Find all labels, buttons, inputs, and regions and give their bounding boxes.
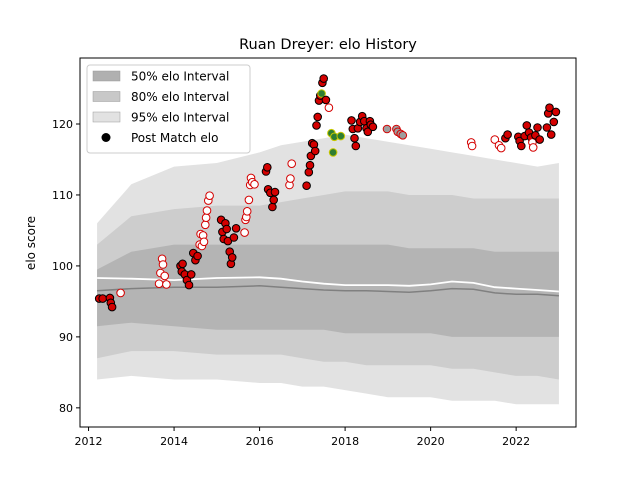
mean-elo-line — [97, 276, 559, 293]
post-match-elo-point — [549, 117, 559, 127]
post-match-elo-point — [347, 116, 356, 125]
post-match-elo-point — [368, 122, 378, 132]
post-match-elo-point — [503, 130, 512, 139]
post-match-elo-point — [205, 191, 214, 200]
post-match-elo-point — [351, 141, 361, 151]
post-match-elo-point — [116, 288, 125, 298]
post-match-elo-point — [107, 302, 117, 312]
post-match-elo-point — [244, 195, 254, 205]
post-match-elo-point — [467, 141, 477, 151]
post-match-elo-point — [201, 213, 211, 222]
post-match-elo-point — [313, 112, 323, 122]
post-match-elo-point — [305, 160, 315, 170]
y-tick-label: 90 — [59, 331, 73, 344]
post-match-elo-point — [324, 103, 334, 112]
post-match-elo-point — [154, 279, 164, 289]
post-match-elo-point — [363, 127, 373, 137]
post-match-elo-point — [158, 260, 168, 269]
post-match-elo-point — [193, 251, 202, 261]
post-match-elo-point — [350, 133, 359, 143]
post-match-elo-point — [201, 220, 210, 230]
legend-label: 80% elo Interval — [131, 90, 229, 104]
legend-label: 95% elo Interval — [131, 111, 229, 125]
post-match-elo-point — [227, 253, 237, 262]
axes-frame — [79, 57, 577, 428]
post-match-elo-point — [242, 207, 252, 216]
post-match-elo-point — [186, 270, 196, 279]
x-tick-label: 2014 — [160, 435, 188, 448]
post-match-elo-point — [517, 141, 526, 151]
y-tick-label: 100 — [52, 260, 73, 273]
post-match-elo-point — [222, 224, 231, 234]
post-match-elo-point — [398, 131, 408, 140]
legend-label: Post Match elo — [131, 131, 218, 145]
post-match-elo-point — [286, 174, 295, 183]
legend-swatch — [92, 91, 121, 102]
post-match-elo-point — [229, 233, 239, 242]
x-tick-label: 2020 — [417, 435, 445, 448]
post-match-elo-point — [202, 206, 212, 215]
post-match-elo-point — [317, 89, 326, 98]
x-tick-label: 2022 — [502, 435, 530, 448]
legend-swatch — [92, 111, 121, 123]
post-match-elo-point — [98, 294, 107, 303]
post-match-elo-point — [162, 280, 171, 289]
post-match-elo-point — [268, 202, 277, 212]
post-match-elo-point — [310, 146, 320, 156]
legend: 50% elo Interval 80% elo Interval 95% elo … — [86, 64, 251, 154]
post-match-elo-point — [250, 180, 259, 189]
post-match-elo-point — [184, 280, 194, 290]
post-match-elo-point — [551, 107, 561, 117]
post-match-elo-point — [545, 103, 554, 112]
legend-swatch — [92, 70, 121, 82]
legend-label: 50% elo Interval — [131, 70, 229, 84]
chart-title: Ruan Dreyer: elo History — [239, 37, 417, 53]
post-match-elo-point — [240, 228, 249, 237]
post-match-elo-point — [528, 143, 538, 152]
post-match-elo-point — [382, 124, 392, 134]
y-axis-label: elo score — [24, 216, 38, 270]
post-match-elo-point — [269, 195, 279, 205]
post-match-elo-point — [178, 259, 187, 269]
post-match-elo-point — [231, 224, 241, 233]
post-match-elo-point — [312, 121, 321, 130]
post-match-elo-point — [533, 123, 542, 132]
y-tick-label: 120 — [52, 118, 73, 131]
post-match-elo-point — [263, 163, 272, 172]
post-match-elo-point — [319, 74, 329, 83]
post-match-elo-point — [270, 187, 280, 197]
post-match-elo-point — [522, 121, 532, 130]
post-match-elo-point — [321, 95, 331, 105]
post-match-elo-point — [160, 271, 169, 281]
axis-ticks: 2012 2014 2016 2018 2020 2022 80 90 100 110 120 — [52, 118, 530, 448]
post-match-elo-point — [287, 159, 297, 168]
legend-marker — [101, 133, 111, 142]
post-match-elo-point — [490, 135, 500, 144]
post-match-elo-point — [199, 237, 209, 247]
post-match-elo-point — [535, 135, 545, 144]
plot-area — [94, 74, 561, 405]
x-tick-label: 2018 — [331, 435, 359, 448]
post-match-elo-point — [302, 181, 311, 190]
x-tick-label: 2016 — [246, 435, 274, 448]
post-match-elo-point — [328, 148, 338, 157]
post-match-elo-point — [304, 167, 314, 177]
post-match-elo-point — [336, 131, 346, 141]
legend-box — [86, 64, 251, 154]
post-match-elo-point — [542, 123, 552, 132]
x-tick-label: 2012 — [75, 435, 103, 448]
y-tick-label: 110 — [52, 189, 73, 202]
post-match-elo-point — [496, 143, 506, 153]
y-tick-label: 80 — [59, 402, 73, 415]
median-elo-line — [97, 285, 559, 297]
post-match-elo-point — [546, 130, 556, 139]
